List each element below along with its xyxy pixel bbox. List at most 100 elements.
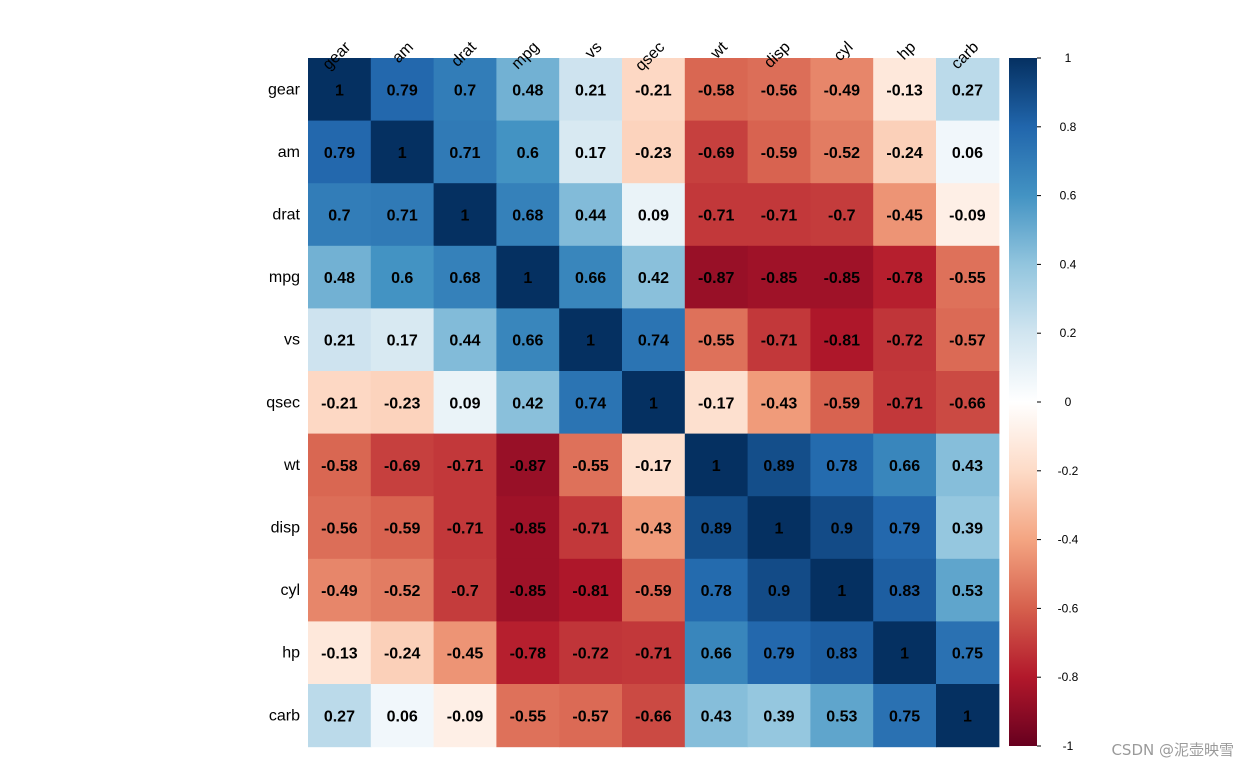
- cell-value-label: -0.52: [384, 583, 421, 600]
- heatmap-cell: [308, 120, 372, 184]
- cell-value-label: -0.13: [886, 82, 923, 99]
- heatmap-cell: [496, 58, 560, 122]
- heatmap-cell: [873, 120, 937, 184]
- heatmap-cell: [370, 371, 435, 435]
- cell-value-label: -0.71: [761, 208, 798, 225]
- cell-value-label: 0.71: [449, 145, 480, 162]
- heatmap-cell: [873, 371, 937, 435]
- heatmap-cell: [622, 371, 686, 435]
- cell-value-label: 1: [775, 521, 784, 538]
- heatmap-cell: [308, 684, 372, 748]
- heatmap-cell: [810, 120, 874, 184]
- cell-value-label: -0.43: [635, 521, 672, 538]
- cell-value-label: -0.71: [447, 458, 484, 475]
- heatmap-cell: [747, 558, 811, 622]
- cell-value-label: -0.49: [824, 82, 861, 99]
- heatmap-cell: [810, 58, 874, 122]
- heatmap-cell: [433, 120, 497, 184]
- cell-value-label: -0.59: [761, 145, 798, 162]
- cell-value-label: 0.7: [328, 208, 350, 225]
- cell-value-label: 0.43: [701, 708, 732, 725]
- heatmap-cell: [684, 58, 749, 122]
- cell-value-label: -0.56: [321, 521, 358, 538]
- colorbar-tick-label: -0.6: [1058, 601, 1079, 615]
- watermark: CSDN @泥壶映雪: [1111, 741, 1234, 759]
- row-label: drat: [272, 207, 300, 224]
- heatmap-cell: [433, 58, 497, 122]
- row-label: cyl: [280, 582, 300, 599]
- heatmap-cell: [559, 245, 623, 309]
- heatmap-cell: [370, 684, 435, 748]
- cell-value-label: -0.43: [761, 395, 798, 412]
- colorbar-tick-label: 0: [1065, 395, 1072, 409]
- cell-value-label: -0.21: [635, 82, 672, 99]
- cell-value-label: 0.79: [387, 82, 418, 99]
- heatmap-cell: [936, 496, 1000, 560]
- heatmap-cell: [559, 308, 623, 372]
- cell-value-label: -0.59: [824, 395, 861, 412]
- cell-value-label: 0.74: [638, 333, 669, 350]
- cell-value-label: 0.71: [387, 208, 418, 225]
- heatmap-cell: [936, 371, 1000, 435]
- cell-value-label: 0.09: [638, 208, 669, 225]
- heatmap-cell: [936, 120, 1000, 184]
- heatmap-cell: [873, 496, 937, 560]
- cell-value-label: 0.27: [324, 708, 355, 725]
- heatmap-cell: [370, 308, 435, 372]
- heatmap-cell: [559, 183, 623, 247]
- cell-value-label: -0.78: [886, 270, 923, 287]
- cell-value-label: -0.81: [572, 583, 609, 600]
- cell-value-label: -0.57: [949, 333, 986, 350]
- heatmap-cell: [810, 621, 874, 685]
- heatmap-cell: [496, 496, 560, 560]
- cell-value-label: -0.71: [886, 395, 923, 412]
- cell-value-label: 0.79: [889, 521, 920, 538]
- cell-value-label: -0.87: [510, 458, 547, 475]
- heatmap-cell: [810, 308, 874, 372]
- cell-value-label: 0.44: [449, 333, 480, 350]
- cell-value-label: 0.09: [449, 395, 480, 412]
- cell-value-label: 0.44: [575, 208, 606, 225]
- heatmap-cell: [684, 433, 749, 497]
- cell-value-label: 0.53: [952, 583, 983, 600]
- cell-value-label: 0.89: [763, 458, 794, 475]
- heatmap-cell: [873, 245, 937, 309]
- heatmap-cell: [684, 621, 749, 685]
- heatmap-cell: [936, 433, 1000, 497]
- cell-value-label: -0.09: [949, 208, 986, 225]
- heatmap-cell: [433, 371, 497, 435]
- heatmap-cell: [873, 621, 937, 685]
- cell-value-label: -0.85: [510, 521, 547, 538]
- cell-value-label: 0.66: [575, 270, 606, 287]
- heatmap-cell: [496, 684, 560, 748]
- heatmap-cell: [684, 496, 749, 560]
- cell-value-label: -0.13: [321, 646, 358, 663]
- cell-value-label: -0.55: [949, 270, 986, 287]
- cell-value-label: 0.6: [391, 270, 413, 287]
- heatmap-cell: [370, 558, 435, 622]
- heatmap-cell: [433, 621, 497, 685]
- cell-value-label: 0.21: [324, 333, 355, 350]
- heatmap-cell: [622, 120, 686, 184]
- cell-value-label: -0.85: [510, 583, 547, 600]
- heatmap-cell: [308, 621, 372, 685]
- heatmap-cell: [810, 558, 874, 622]
- heatmap-cell: [559, 58, 623, 122]
- heatmap-cell: [308, 58, 372, 122]
- heatmap-cell: [559, 120, 623, 184]
- heatmap-cell-labels: 1 0.79 0.7 0.48 0.21 -0.21 -0.58 -0.56 -0.49 -0.1…: [321, 82, 986, 725]
- cell-value-label: 0.68: [449, 270, 480, 287]
- cell-value-label: 0.53: [826, 708, 857, 725]
- heatmap-cell: [370, 496, 435, 560]
- cell-value-label: 0.39: [952, 521, 983, 538]
- cell-value-label: 0.75: [889, 708, 920, 725]
- cell-value-label: -0.59: [384, 521, 421, 538]
- heatmap-cell: [873, 58, 937, 122]
- heatmap-cell: [370, 58, 435, 122]
- heatmap-cell: [496, 621, 560, 685]
- row-labels: gear am drat mpg vs qsec wt disp cyl hp carb: [266, 81, 300, 724]
- cell-value-label: 0.68: [512, 208, 543, 225]
- cell-value-label: 1: [712, 458, 721, 475]
- heatmap-cell: [747, 433, 811, 497]
